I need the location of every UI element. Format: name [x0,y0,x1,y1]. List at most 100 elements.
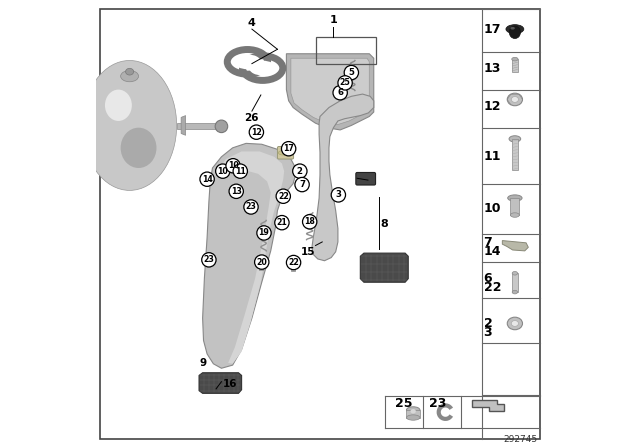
Ellipse shape [83,60,177,190]
Circle shape [200,172,214,186]
Text: 25: 25 [396,396,413,410]
Circle shape [344,65,358,80]
Circle shape [282,142,296,156]
Ellipse shape [512,290,518,294]
Text: 11: 11 [235,167,246,176]
Ellipse shape [509,26,520,39]
Text: 23: 23 [246,202,257,211]
Polygon shape [199,373,242,393]
Text: 7: 7 [484,236,492,250]
Polygon shape [291,58,369,125]
Ellipse shape [508,317,522,330]
Text: 11: 11 [484,150,501,164]
Polygon shape [502,241,529,251]
Text: 21: 21 [276,218,287,227]
Polygon shape [472,400,504,411]
Text: 2: 2 [297,167,303,176]
Ellipse shape [278,151,288,155]
Polygon shape [177,123,220,129]
Text: 20: 20 [257,258,267,267]
Polygon shape [181,116,186,135]
Text: 9: 9 [200,358,207,368]
Ellipse shape [508,195,522,201]
Ellipse shape [506,25,524,34]
Text: 23: 23 [204,255,214,264]
Ellipse shape [512,57,518,61]
Circle shape [233,164,248,178]
Bar [280,220,284,228]
Text: 22: 22 [278,192,289,201]
Bar [512,273,518,292]
Polygon shape [203,143,297,368]
Text: 6: 6 [484,272,492,285]
Circle shape [257,256,266,264]
Circle shape [202,253,216,267]
Text: 12: 12 [251,128,262,137]
Text: 17: 17 [484,22,501,36]
Text: 15: 15 [301,247,315,257]
FancyBboxPatch shape [356,172,376,185]
Bar [512,59,518,72]
Text: 13: 13 [231,187,242,196]
Circle shape [289,257,297,265]
Bar [512,139,518,170]
Text: 14: 14 [484,245,501,258]
Circle shape [295,177,309,192]
Ellipse shape [511,321,518,326]
Text: 23: 23 [429,396,446,410]
Text: 292745: 292745 [503,435,538,444]
Text: 25: 25 [340,78,351,87]
Text: 17: 17 [284,144,294,153]
Text: 19: 19 [259,228,269,237]
Text: 5: 5 [348,68,355,77]
Circle shape [276,189,291,203]
Text: 3: 3 [335,190,341,199]
Ellipse shape [121,71,139,82]
Bar [259,260,263,270]
Ellipse shape [410,409,416,414]
Circle shape [229,184,243,198]
Circle shape [216,164,230,178]
Text: 6: 6 [337,88,343,97]
Circle shape [257,226,271,240]
Ellipse shape [406,415,420,420]
FancyBboxPatch shape [278,146,294,159]
Ellipse shape [508,93,522,106]
Polygon shape [287,54,374,130]
Circle shape [338,76,352,90]
Text: 16: 16 [222,379,237,389]
Text: 22: 22 [484,281,501,294]
Text: 12: 12 [484,100,501,113]
Circle shape [332,188,346,202]
Circle shape [244,200,258,214]
Polygon shape [360,253,408,282]
Ellipse shape [125,69,134,75]
Ellipse shape [234,55,261,69]
Ellipse shape [511,213,520,217]
Circle shape [292,164,307,178]
Text: 1: 1 [330,15,337,25]
Text: 10: 10 [228,161,239,170]
Bar [511,198,520,215]
Text: 14: 14 [202,175,212,184]
Ellipse shape [509,136,521,142]
Bar [316,37,376,64]
Ellipse shape [406,407,420,413]
Bar [291,261,295,271]
Text: 3: 3 [484,326,492,339]
Text: 10: 10 [484,202,501,215]
Text: 26: 26 [244,113,259,123]
Text: 4: 4 [248,18,256,28]
Circle shape [333,86,348,100]
Ellipse shape [511,97,518,103]
Circle shape [287,255,301,270]
Text: 22: 22 [288,258,299,267]
Ellipse shape [120,128,157,168]
Polygon shape [215,151,284,364]
Ellipse shape [105,90,132,121]
Text: 2: 2 [484,317,492,330]
Circle shape [249,125,264,139]
Ellipse shape [511,27,515,30]
Circle shape [215,120,228,133]
Text: 10: 10 [218,167,228,176]
